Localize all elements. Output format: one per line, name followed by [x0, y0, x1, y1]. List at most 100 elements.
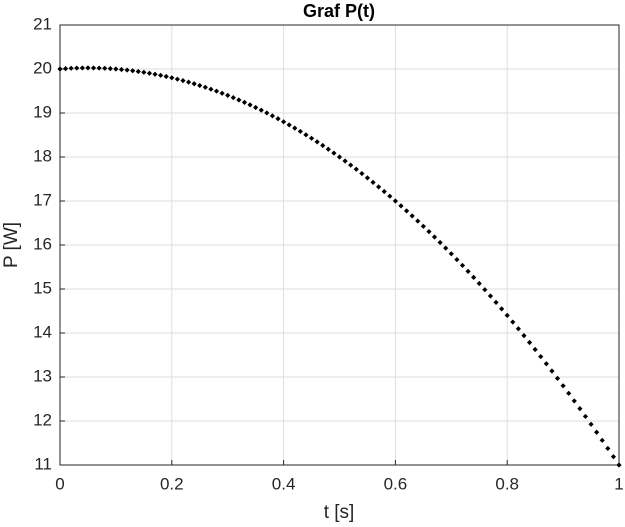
- y-tick-label: 14: [33, 322, 52, 341]
- x-tick-label: 0.2: [160, 474, 184, 493]
- data-point: [364, 175, 371, 181]
- x-tick-label: 0.4: [272, 474, 296, 493]
- data-point: [381, 188, 387, 195]
- x-tick-label: 0: [55, 474, 64, 493]
- data-point: [610, 454, 617, 460]
- data-point: [431, 234, 438, 240]
- data-point: [499, 306, 505, 312]
- data-point: [253, 104, 259, 111]
- data-point: [437, 239, 443, 246]
- y-tick-label: 21: [33, 14, 52, 33]
- data-point: [130, 68, 136, 74]
- y-tick-label: 16: [33, 234, 52, 253]
- data-point: [152, 71, 158, 77]
- data-point: [448, 251, 454, 257]
- data-point: [521, 332, 527, 339]
- data-point: [258, 107, 264, 113]
- data-point: [297, 128, 303, 135]
- data-point: [141, 69, 147, 75]
- data-point: [336, 154, 343, 160]
- data-point: [515, 326, 521, 332]
- data-point: [202, 84, 208, 90]
- data-point: [68, 65, 74, 71]
- data-point: [588, 421, 594, 427]
- data-point: [359, 170, 365, 177]
- data-point: [169, 75, 175, 81]
- x-tick-label: 0.8: [495, 474, 519, 493]
- data-point: [577, 406, 583, 412]
- data-point: [79, 65, 85, 71]
- data-point: [230, 95, 236, 101]
- y-tick-label: 19: [33, 102, 52, 121]
- data-point: [247, 102, 253, 108]
- data-point: [118, 66, 125, 73]
- y-tick-label: 11: [34, 454, 52, 473]
- data-point: [185, 79, 192, 85]
- data-point: [191, 81, 197, 87]
- data-point: [605, 445, 611, 452]
- data-point: [241, 99, 248, 105]
- y-tick-label: 17: [33, 190, 52, 209]
- data-point: [403, 208, 410, 214]
- data-point: [303, 132, 309, 138]
- data-point: [62, 66, 69, 72]
- data-point: [90, 65, 97, 71]
- y-tick-label: 13: [33, 366, 52, 385]
- y-tick-label: 20: [33, 58, 52, 77]
- chart-title: Graf P(t): [303, 1, 375, 21]
- data-point: [560, 383, 566, 389]
- x-tick-label: 1: [614, 474, 623, 493]
- data-point: [57, 66, 63, 72]
- data-point: [107, 66, 113, 72]
- data-point: [269, 113, 276, 119]
- data-point: [174, 76, 180, 82]
- data-point: [158, 72, 164, 78]
- data-point: [325, 146, 331, 152]
- data-point: [342, 158, 348, 164]
- data-point: [308, 135, 315, 141]
- data-point: [476, 280, 482, 287]
- data-point: [348, 162, 354, 168]
- data-point: [465, 268, 471, 274]
- data-point: [420, 223, 426, 229]
- data-point: [219, 90, 225, 96]
- data-point: [264, 110, 270, 116]
- data-point: [197, 82, 203, 89]
- data-point: [292, 125, 298, 131]
- data-point: [415, 218, 421, 224]
- data-point: [443, 245, 449, 251]
- data-point: [599, 437, 605, 443]
- data-point: [163, 73, 169, 80]
- y-tick-label: 18: [33, 146, 52, 165]
- data-point: [275, 116, 281, 122]
- data-point: [370, 179, 376, 185]
- data-point: [135, 68, 141, 75]
- data-point: [504, 312, 510, 318]
- data-point: [113, 66, 119, 72]
- data-point: [594, 429, 600, 435]
- data-point: [387, 193, 393, 199]
- data-point: [549, 368, 555, 374]
- data-point: [510, 319, 516, 325]
- data-point: [392, 198, 398, 204]
- y-tick-label: 15: [33, 278, 52, 297]
- data-point: [286, 122, 292, 128]
- data-point: [554, 375, 561, 381]
- data-point: [208, 86, 214, 92]
- data-point: [526, 339, 533, 346]
- data-point: [493, 299, 499, 305]
- data-point: [398, 203, 404, 209]
- data-point: [616, 462, 622, 468]
- data-point: [582, 413, 589, 420]
- data-point: [482, 287, 488, 293]
- data-point: [102, 65, 108, 71]
- data-point: [146, 70, 153, 76]
- data-point: [74, 65, 80, 71]
- data-point: [571, 398, 577, 404]
- data-point: [532, 346, 538, 353]
- data-point: [454, 256, 460, 263]
- x-tick-label: 0.6: [384, 474, 408, 493]
